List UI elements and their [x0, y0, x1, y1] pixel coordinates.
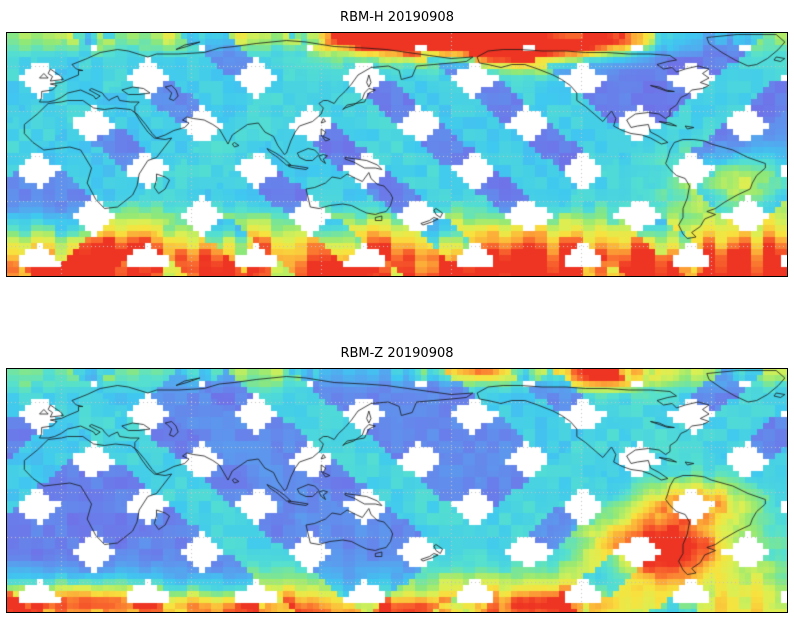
panel-rbm-h: RBM-H 20190908: [0, 0, 794, 277]
map-frame-rbm-z: [6, 368, 788, 613]
rbm-z-swath-map: [7, 369, 787, 612]
panel-title-rbm-h: RBM-H 20190908: [340, 10, 454, 25]
panel-rbm-z: RBM-Z 20190908: [0, 277, 794, 613]
panel-title-rbm-z: RBM-Z 20190908: [340, 346, 454, 361]
rbm-h-swath-map: [7, 33, 787, 276]
map-frame-rbm-h: [6, 32, 788, 277]
